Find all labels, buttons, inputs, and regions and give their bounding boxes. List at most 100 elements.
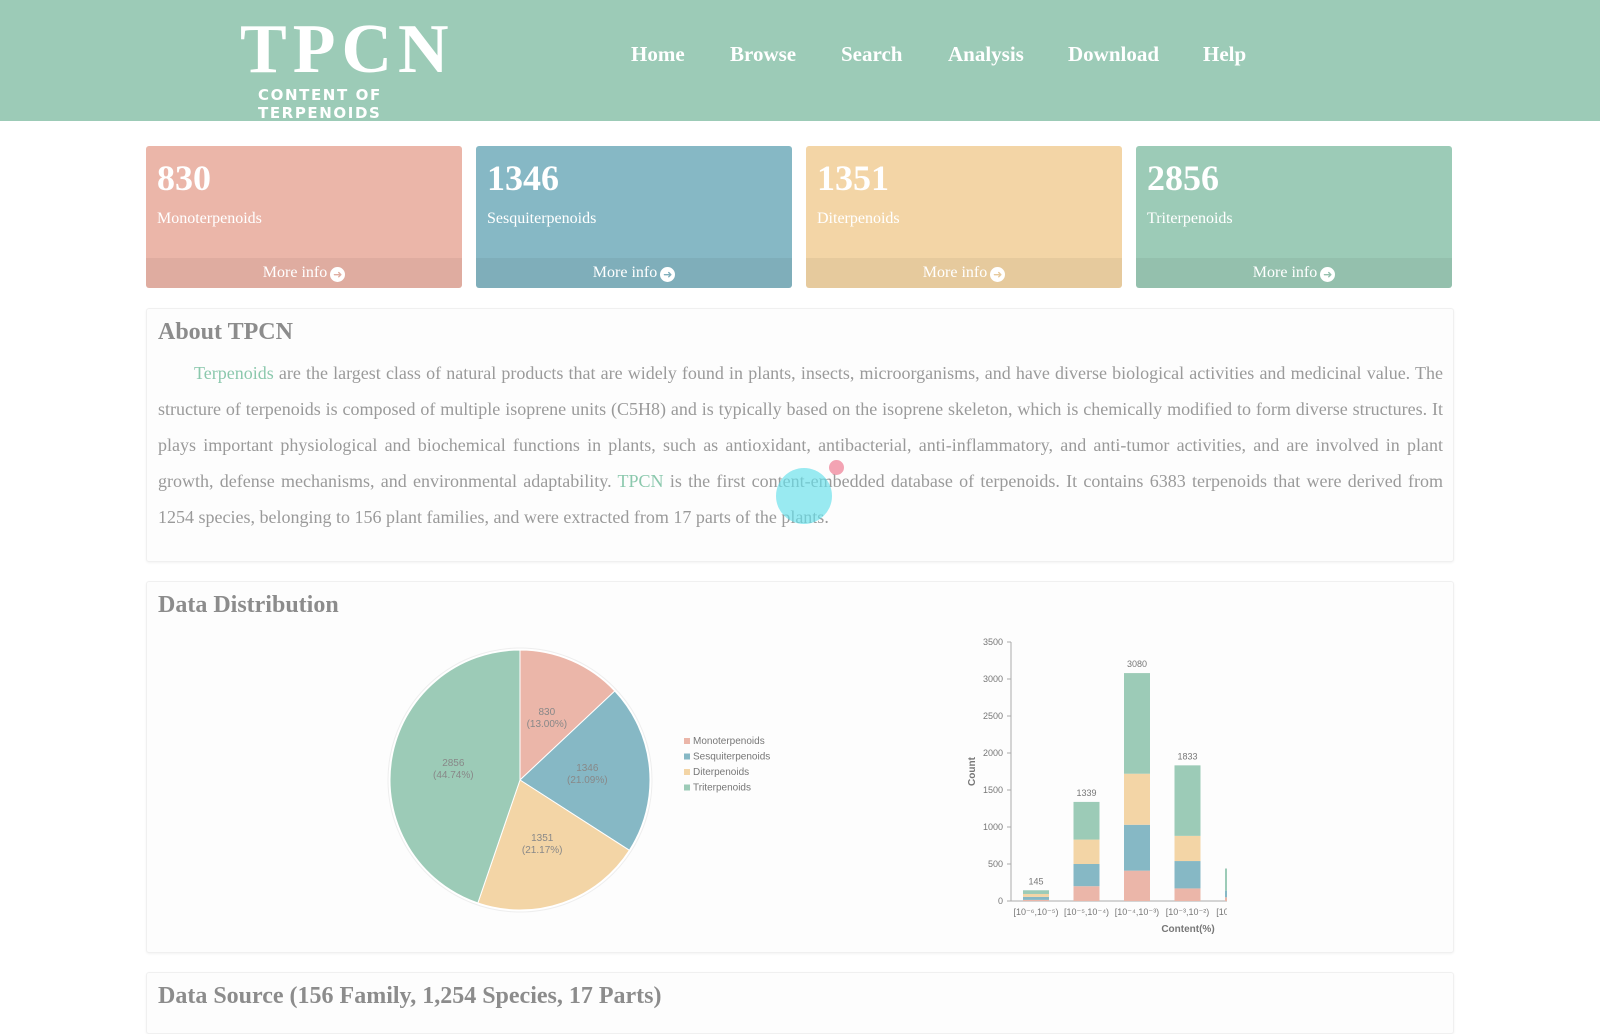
x-tick-label: [10⁻²,10⁻¹) [1216,907,1227,917]
about-text-part2: is the first content-embedded database o… [158,471,1443,527]
data-source-panel: Data Source (156 Family, 1,254 Species, … [146,972,1454,1034]
pie-legend-label: Triterpenoids [693,783,751,794]
more-info-label: More info [922,264,988,281]
bar-segment-diterpenoids[interactable] [1174,835,1201,862]
about-text-part1: are the largest class of natural product… [158,363,1443,491]
data-distribution-panel: Data Distribution 830 (13.00%) 1346 (21.09%… [146,581,1454,953]
nav-analysis[interactable]: Analysis [948,42,1024,66]
pie-slice-triterpenoids[interactable] [389,649,521,904]
card-monoterpenoids: 830 Monoterpenoids More info ➜ [146,146,462,288]
bar-segment-monoterpenoids[interactable] [1073,886,1100,901]
pie-data-label: 1351 [531,833,554,844]
card-label: Triterpenoids [1147,210,1233,227]
content-pie-chart: 830(13.00%) 1346(21.09%) 1351(21.17%) 2856(… [387,647,770,913]
logo-title: TPCN [240,11,455,88]
pie-legend-label: Monoterpenoids [693,736,765,747]
terpenoids-link[interactable]: Terpenoids [194,363,274,383]
nav-browse[interactable]: Browse [730,42,797,66]
bar-segment-diterpenoids[interactable] [1124,773,1150,825]
bar-segment-triterpenoids[interactable] [1174,765,1201,836]
pie-legend-swatch [684,738,690,744]
pie-slice-monoterpenoids[interactable] [519,649,616,782]
bar-segment-diterpenoids[interactable] [1023,893,1049,897]
bar-segment-sesquiterpenoids[interactable] [1073,864,1100,887]
card-diterpenoids: 1351 Diterpenoids More info ➜ [806,146,1122,288]
top-header: TPCN CONTENT OF TERPENOIDS Home Browse S… [0,0,1600,122]
bar-segment-monoterpenoids[interactable] [1124,870,1150,901]
x-tick-label: [10⁻⁵,10⁻⁴) [1064,907,1109,917]
bar-segment-triterpenoids[interactable] [1225,868,1227,891]
y-tick-label: 0 [998,896,1003,906]
more-info-label: More info [592,264,658,281]
y-tick-label: 1500 [983,785,1003,795]
bar-segment-monoterpenoids[interactable] [1023,899,1049,901]
cursor-dot [829,460,844,475]
y-tick-label: 3000 [983,674,1003,684]
y-tick-label: 3500 [983,637,1003,647]
more-info-link[interactable]: More info ➜ [476,258,792,288]
cursor-highlight [776,468,832,524]
pie-data-label: 830 [539,707,556,718]
card-label: Diterpenoids [817,210,900,227]
pie-legend-label: Diterpenoids [693,767,749,778]
card-triterpenoids: 2856 Triterpenoids More info ➜ [1136,146,1452,288]
more-info-label: More info [262,264,328,281]
y-tick-label: 1000 [983,822,1003,832]
pie-slice-diterpenoids[interactable] [477,779,631,911]
tpcn-logo[interactable]: TPCN CONTENT OF TERPENOIDS [240,10,490,122]
bar-segment-diterpenoids[interactable] [1073,839,1100,864]
card-count: 1351 [817,158,889,198]
y-tick-label: 500 [988,859,1003,869]
bar-segment-triterpenoids[interactable] [1073,801,1100,840]
card-count: 830 [157,158,211,198]
nav-search[interactable]: Search [841,42,903,66]
tpcn-link[interactable]: TPCN [617,471,664,491]
bar-segment-triterpenoids[interactable] [1023,890,1049,894]
bar-total-label: 1833 [1177,751,1197,761]
more-info-link[interactable]: More info ➜ [1136,258,1452,288]
pie-data-label: (13.00%) [527,719,568,730]
bar-total-label: 1339 [1076,788,1096,798]
x-axis-label: Content(%) [1161,924,1214,935]
y-tick-label: 2500 [983,711,1003,721]
pie-data-label: 2856 [442,758,465,769]
more-info-link[interactable]: More info ➜ [146,258,462,288]
bar-segment-sesquiterpenoids[interactable] [1174,861,1201,889]
arrow-circle-right-icon: ➜ [990,267,1006,282]
x-tick-label: [10⁻⁴,10⁻³) [1115,907,1159,917]
data-source-title: Data Source (156 Family, 1,254 Species, … [158,983,662,1009]
bar-segment-triterpenoids[interactable] [1124,673,1150,774]
y-tick-label: 2000 [983,748,1003,758]
x-tick-label: [10⁻⁶,10⁻⁵) [1014,907,1059,917]
pie-slice-sesquiterpenoids[interactable] [519,690,651,851]
bar-segment-sesquiterpenoids[interactable] [1225,890,1227,898]
nav-help[interactable]: Help [1203,42,1247,66]
arrow-circle-right-icon: ➜ [1320,267,1336,282]
more-info-link[interactable]: More info ➜ [806,258,1122,288]
arrow-circle-right-icon: ➜ [660,267,676,282]
pie-data-label: 1346 [576,763,599,774]
x-tick-label: [10⁻³,10⁻²) [1166,907,1210,917]
pie-legend-swatch [684,784,690,791]
bar-segment-monoterpenoids[interactable] [1225,897,1227,901]
about-title: About TPCN [158,319,293,345]
card-label: Sesquiterpenoids [487,210,597,227]
pie-legend-swatch [684,753,690,760]
nav-home[interactable]: Home [631,42,685,66]
about-panel: About TPCN Terpenoids are the largest cl… [146,308,1454,562]
arrow-circle-right-icon: ➜ [330,267,346,282]
nav-download[interactable]: Download [1068,42,1160,66]
pie-data-label: (44.74%) [433,770,474,781]
bar-total-label: 145 [1028,876,1043,886]
pie-legend-swatch [684,769,690,775]
about-text: Terpenoids are the largest class of natu… [158,355,1443,535]
bar-segment-sesquiterpenoids[interactable] [1023,896,1049,900]
content-bar-chart: 0 500 1000 1500 2000 2500 3000 3500 Count Content… [967,637,1227,935]
pie-data-label: (21.17%) [522,845,563,856]
card-sesquiterpenoids: 1346 Sesquiterpenoids More info ➜ [476,146,792,288]
card-label: Monoterpenoids [157,210,262,227]
bar-segment-sesquiterpenoids[interactable] [1124,824,1150,871]
more-info-label: More info [1252,264,1318,281]
card-count: 2856 [1147,158,1219,198]
bar-segment-monoterpenoids[interactable] [1174,888,1201,901]
